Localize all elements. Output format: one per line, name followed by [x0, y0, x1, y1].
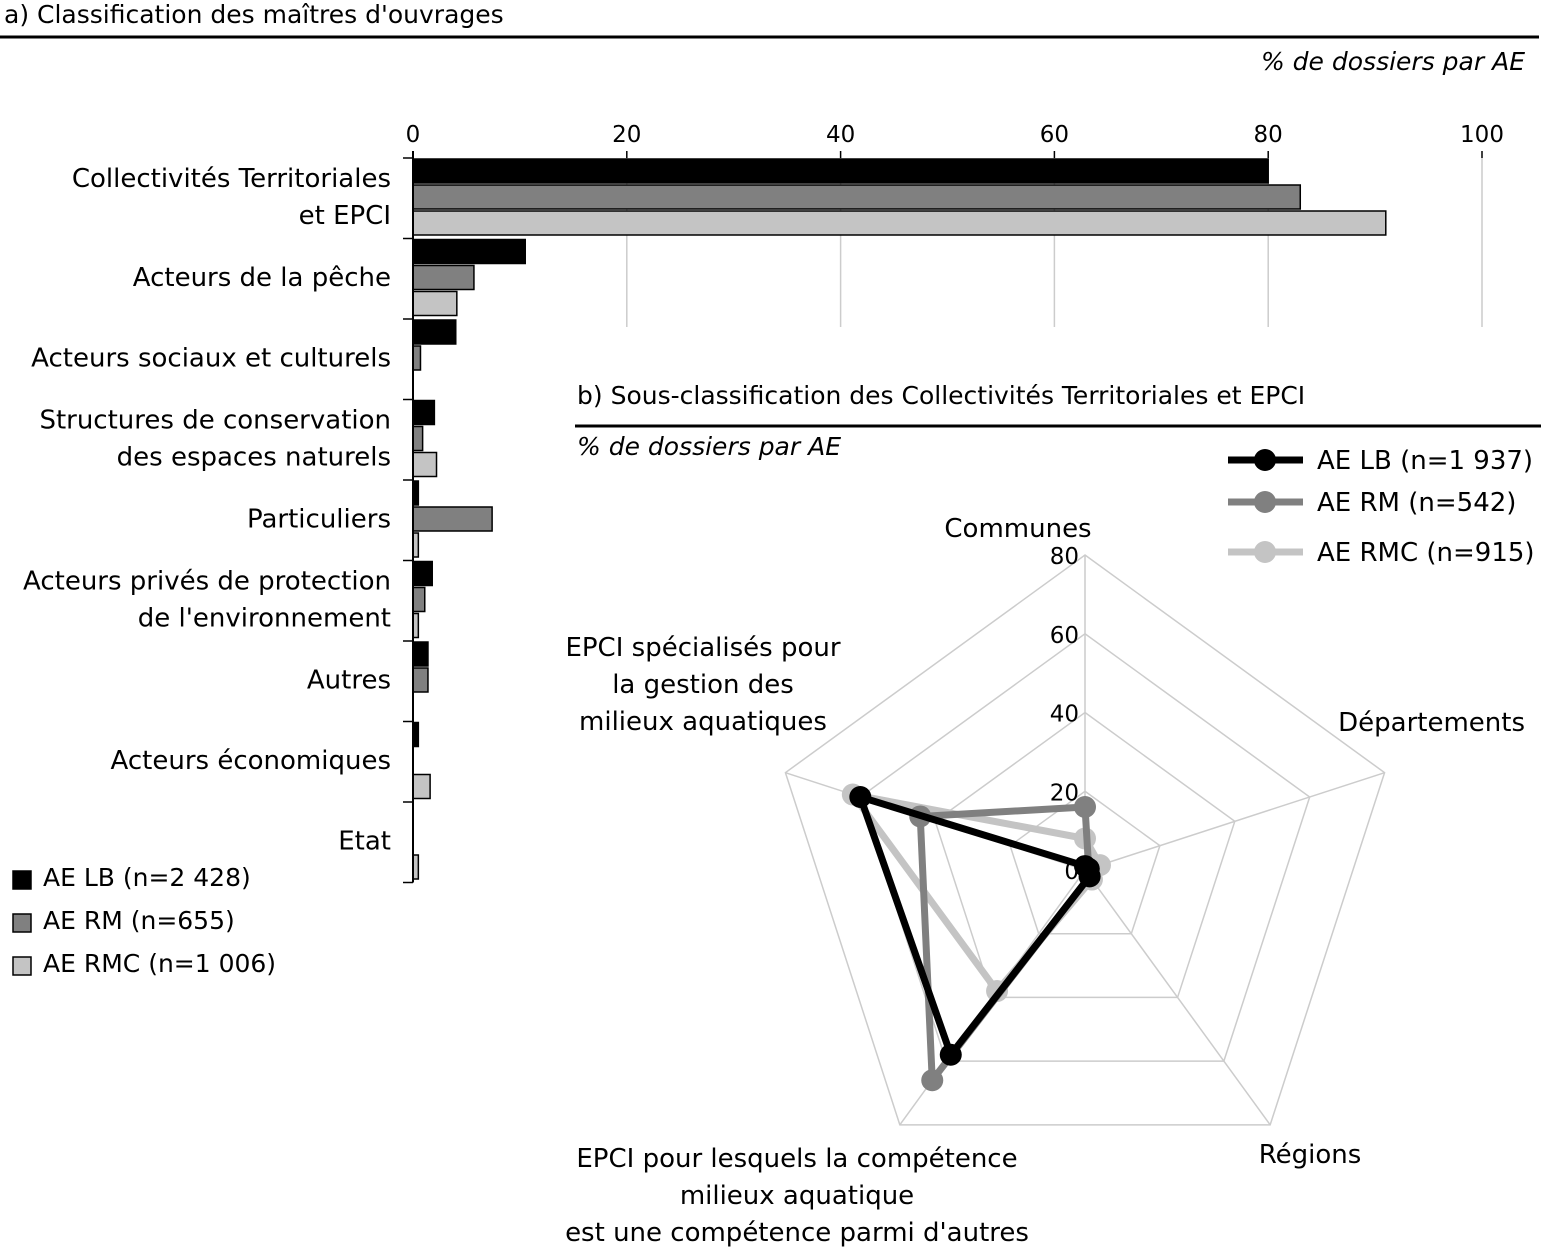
legend-marker	[1254, 541, 1276, 563]
category-label: Acteurs économiques	[111, 746, 391, 776]
radar-grid-ring	[784, 554, 1386, 1126]
radar-point	[921, 1069, 944, 1092]
category-label: et EPCI	[299, 201, 391, 231]
radar-point	[1074, 796, 1096, 818]
legend-label: AE RM (n=655)	[43, 906, 235, 935]
bar	[412, 184, 1302, 210]
x-tick-label: 60	[1040, 122, 1069, 148]
legend-label: AE RM (n=542)	[1317, 488, 1516, 518]
radar-spoke	[1084, 771, 1385, 871]
bar	[412, 560, 433, 587]
radar-axis-label: EPCI pour lesquels la compétence	[576, 1144, 1017, 1174]
x-tick-label: 40	[826, 122, 855, 148]
category-label: Structures de conservation	[39, 405, 391, 435]
radar-tick-label: 40	[1050, 702, 1079, 728]
category-label: de l'environnement	[138, 603, 391, 633]
bar-chart: 0 20 40 60 80 100 Collectivités Territoriales e…	[12, 122, 1504, 978]
legend-marker	[1254, 491, 1276, 513]
category-label: Collectivités Territoriales	[72, 164, 391, 194]
legend-marker	[1254, 449, 1276, 471]
radar-axis-label: EPCI spécialisés pour	[565, 633, 840, 663]
radar-axis-label: est une compétence parmi d'autres	[565, 1218, 1029, 1248]
x-tick-label: 0	[406, 122, 421, 148]
radar-axis-label: Communes	[944, 514, 1091, 544]
radar-spoke	[1084, 869, 1271, 1126]
radar-axis-label: milieux aquatiques	[579, 707, 827, 737]
radar-tick-label: 80	[1050, 544, 1079, 570]
bar	[412, 773, 431, 800]
radar-grid-ring	[1009, 790, 1161, 935]
x-tick-label: 20	[612, 122, 641, 148]
bar	[412, 667, 429, 693]
x-tick-label: 100	[1460, 122, 1504, 148]
category-label: Particuliers	[247, 504, 391, 534]
bar	[412, 290, 458, 317]
category-label: Acteurs de la pêche	[133, 263, 391, 293]
radar-grid-ring	[934, 711, 1236, 999]
radar-axis-label: milieux aquatique	[680, 1181, 914, 1211]
bar	[412, 586, 426, 613]
legend-swatch	[12, 913, 32, 933]
radar-chart: 020406080CommunesDépartementsRégionsEPCI…	[565, 446, 1535, 1248]
radar-tick-label: 60	[1050, 623, 1079, 649]
bar	[412, 425, 424, 452]
bar	[412, 264, 475, 291]
legend-label: AE RMC (n=915)	[1317, 538, 1535, 568]
radar-point	[1078, 865, 1101, 888]
bar	[412, 345, 422, 371]
radar-tick-label: 20	[1050, 780, 1079, 806]
radar-axis-label: Régions	[1259, 1140, 1362, 1170]
bar	[412, 506, 493, 532]
legend-label: AE LB (n=1 937)	[1317, 446, 1533, 476]
legend-label: AE RMC (n=1 006)	[43, 949, 276, 978]
radar-point	[939, 1043, 962, 1066]
bar	[412, 210, 1387, 236]
radar-axis-label: la gestion des	[612, 670, 794, 700]
radar-point	[849, 785, 872, 808]
category-label: des espaces naturels	[117, 442, 391, 472]
radar-axis-label: Départements	[1338, 708, 1525, 738]
bar	[412, 641, 429, 667]
x-tick-label: 80	[1254, 122, 1283, 148]
bar	[412, 319, 457, 345]
panel-b-title: b) Sous-classification des Collectivités…	[577, 381, 1305, 410]
legend-label: AE LB (n=2 428)	[43, 863, 251, 892]
category-label: Etat	[338, 826, 391, 856]
bar	[412, 399, 436, 426]
category-label: Acteurs privés de protection	[23, 566, 391, 596]
panel-a-title: a) Classification des maîtres d'ouvrages	[4, 0, 504, 29]
panel-b-unit-label: % de dossiers par AE	[577, 432, 841, 461]
category-label: Acteurs sociaux et culturels	[31, 343, 391, 373]
radar-series-line	[849, 791, 1104, 995]
panel-a-unit-label: % de dossiers par AE	[1261, 47, 1525, 76]
category-label: Autres	[307, 665, 391, 695]
bar	[412, 451, 438, 478]
radar-grid-ring	[859, 632, 1311, 1062]
legend-swatch	[12, 870, 32, 890]
bar	[412, 238, 526, 265]
bar	[412, 158, 1269, 184]
legend-swatch	[12, 956, 32, 976]
